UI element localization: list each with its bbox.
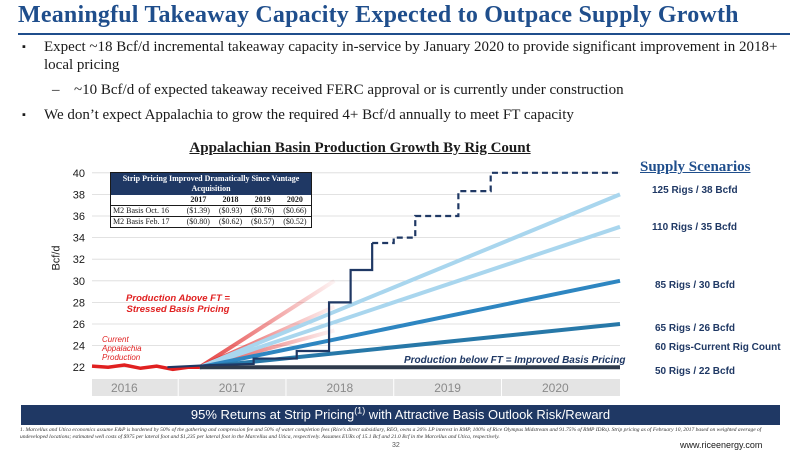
- row-label: M2 Basis Feb. 17: [111, 216, 183, 227]
- year-header: 2020: [286, 195, 303, 204]
- banner-footnote-ref: (1): [354, 405, 366, 416]
- table-cell: ($0.80): [182, 216, 215, 227]
- scenario-line: [199, 224, 621, 370]
- website-link[interactable]: www.riceenergy.com: [680, 440, 763, 450]
- scenario-line: [199, 322, 621, 370]
- bullet-marker: ▪: [22, 41, 26, 53]
- y-tick-label: 26: [73, 319, 85, 331]
- bullet-text: ~10 Bcf/d of expected takeaway received …: [74, 82, 624, 98]
- x-tick-label: 2018: [326, 381, 353, 395]
- y-tick-label: 24: [73, 341, 85, 353]
- bullet-item: ▪ We don’t expect Appalachia to grow the…: [20, 106, 780, 124]
- y-axis-label: Bcf/d: [50, 245, 63, 271]
- scenario-line: [198, 192, 621, 370]
- x-tick-label: 2020: [542, 381, 569, 395]
- below-ft-annotation: Production below FT = Improved Basis Pri…: [404, 355, 626, 366]
- returns-banner: 95% Returns at Strip Pricing(1) with Att…: [21, 405, 780, 425]
- basis-table: 2017 2018 2019 2020 M2 Basis Oct. 16 ($1…: [111, 195, 311, 227]
- page-title: Meaningful Takeaway Capacity Expected to…: [18, 2, 739, 28]
- above-ft-annotation: Production Above FT = Stressed Basis Pri…: [126, 293, 230, 315]
- takeaway-capacity-line: [167, 243, 374, 369]
- footnote: 1. Marcellus and Utica economics assume …: [20, 427, 762, 440]
- year-header: 2017: [190, 195, 207, 204]
- scenario-label: 60 Rigs-Current Rig Count: [655, 342, 781, 353]
- bullet-item: ▪ Expect ~18 Bcf/d incremental takeaway …: [20, 38, 780, 74]
- page-number: 32: [392, 442, 400, 449]
- y-tick-label: 38: [73, 189, 85, 201]
- scenario-label: 50 Rigs / 22 Bcfd: [655, 366, 736, 377]
- y-tick-label: 30: [73, 276, 85, 288]
- bullet-list: ▪ Expect ~18 Bcf/d incremental takeaway …: [20, 38, 780, 131]
- y-tick-label: 40: [73, 168, 85, 180]
- y-tick-label: 34: [73, 233, 85, 245]
- sub-bullet-item: – ~10 Bcf/d of expected takeaway receive…: [20, 81, 780, 99]
- x-tick-label: 2017: [219, 381, 246, 395]
- title-underline: [18, 33, 790, 35]
- takeaway-capacity-dashed: [372, 171, 620, 245]
- scenario-label: 85 Rigs / 30 Bcfd: [655, 280, 736, 291]
- y-tick-label: 22: [73, 362, 85, 374]
- scenario-label: 110 Rigs / 35 Bcfd: [652, 222, 738, 233]
- sub-bullet-marker: –: [52, 82, 60, 98]
- banner-text: 95% Returns at Strip Pricing: [190, 407, 355, 422]
- stressed-fan-line: [198, 279, 336, 369]
- table-cell: ($0.76): [246, 205, 279, 217]
- current-production-line: [91, 363, 200, 372]
- table-cell: ($0.52): [278, 216, 311, 227]
- supply-scenarios-title: Supply Scenarios: [640, 159, 751, 175]
- scenario-line: [199, 278, 621, 370]
- y-tick-label: 28: [73, 297, 85, 309]
- chart-title: Appalachian Basin Production Growth By R…: [189, 140, 531, 156]
- table-row: M2 Basis Oct. 16 ($1.39) ($0.93) ($0.76)…: [111, 205, 311, 217]
- table-cell: ($0.66): [278, 205, 311, 217]
- current-production-annotation: Current Appalachia Production: [102, 335, 142, 362]
- table-cell: ($0.62): [214, 216, 247, 227]
- table-cell: ($1.39): [182, 205, 215, 217]
- bullet-text: Expect ~18 Bcf/d incremental takeaway ca…: [44, 39, 778, 73]
- panel-title: Strip Pricing Improved Dramatically Sinc…: [111, 173, 311, 195]
- x-axis-band: [92, 379, 620, 396]
- table-row: M2 Basis Feb. 17 ($0.80) ($0.62) ($0.57)…: [111, 216, 311, 227]
- x-tick-label: 2019: [434, 381, 461, 395]
- table-cell: ($0.93): [214, 205, 247, 217]
- strip-pricing-panel: Strip Pricing Improved Dramatically Sinc…: [110, 172, 312, 228]
- y-tick-label: 36: [73, 211, 85, 223]
- banner-text-rest: with Attractive Basis Outlook Risk/Rewar…: [365, 407, 611, 422]
- bullet-marker: ▪: [22, 109, 26, 121]
- year-header: 2019: [254, 195, 271, 204]
- table-header-row: 2017 2018 2019 2020: [111, 195, 311, 206]
- year-header: 2018: [222, 195, 239, 204]
- table-corner: [111, 195, 182, 206]
- bullet-text: We don’t expect Appalachia to grow the r…: [44, 107, 574, 123]
- scenario-label: 125 Rigs / 38 Bcfd: [652, 185, 738, 196]
- row-label: M2 Basis Oct. 16: [111, 205, 183, 217]
- y-tick-label: 32: [73, 254, 85, 266]
- table-cell: ($0.57): [246, 216, 279, 227]
- x-tick-label: 2016: [111, 381, 138, 395]
- scenario-label: 65 Rigs / 26 Bcfd: [655, 323, 736, 334]
